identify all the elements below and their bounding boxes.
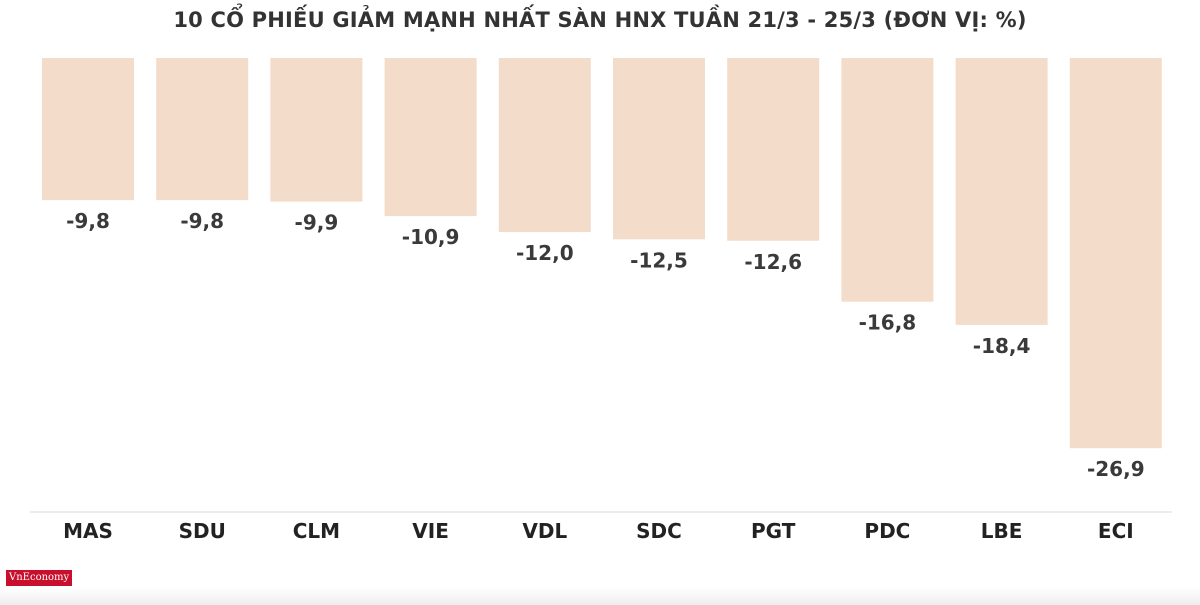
data-label-pgt: -12,6: [744, 250, 802, 274]
category-label-sdc: SDC: [636, 519, 682, 543]
bar-sdu: [156, 58, 249, 201]
bar-sdc: [613, 58, 705, 240]
data-label-eci: -26,9: [1087, 457, 1145, 481]
data-label-vie: -10,9: [402, 225, 460, 249]
category-label-clm: CLM: [293, 519, 340, 543]
bottom-divider: [0, 587, 1200, 605]
category-label-lbe: LBE: [981, 519, 1023, 543]
data-label-mas: -9,8: [66, 209, 110, 233]
category-label-mas: MAS: [63, 519, 113, 543]
bar-lbe: [955, 58, 1048, 325]
data-label-lbe: -18,4: [973, 334, 1031, 358]
data-label-clm: -9,9: [295, 211, 339, 235]
bar-vdl: [498, 58, 591, 233]
bar-pdc: [841, 58, 934, 302]
bar-chart: -9,8 MAS -9,8 SDU -9,9 CLM -10,9 VIE -12,0 VDL -12…: [30, 58, 1172, 543]
bar-pgt: [727, 58, 820, 241]
category-label-sdu: SDU: [179, 519, 226, 543]
bar-mas: [42, 58, 134, 201]
data-label-pdc: -16,8: [859, 311, 917, 335]
data-label-sdu: -9,8: [180, 209, 224, 233]
vneconomy-logo: VnEconomy: [6, 570, 73, 586]
category-label-eci: ECI: [1098, 519, 1134, 543]
bar-vie: [384, 58, 477, 217]
chart-title: 10 CỔ PHIẾU GIẢM MẠNH NHẤT SÀN HNX TUẦN …: [173, 8, 1027, 32]
bar-eci: [1069, 58, 1162, 449]
data-label-vdl: -12,0: [516, 241, 574, 265]
category-label-vdl: VDL: [522, 519, 567, 543]
category-label-pgt: PGT: [751, 519, 796, 543]
data-label-sdc: -12,5: [630, 248, 688, 272]
category-label-pdc: PDC: [864, 519, 910, 543]
bar-clm: [270, 58, 363, 202]
category-label-vie: VIE: [412, 519, 449, 543]
